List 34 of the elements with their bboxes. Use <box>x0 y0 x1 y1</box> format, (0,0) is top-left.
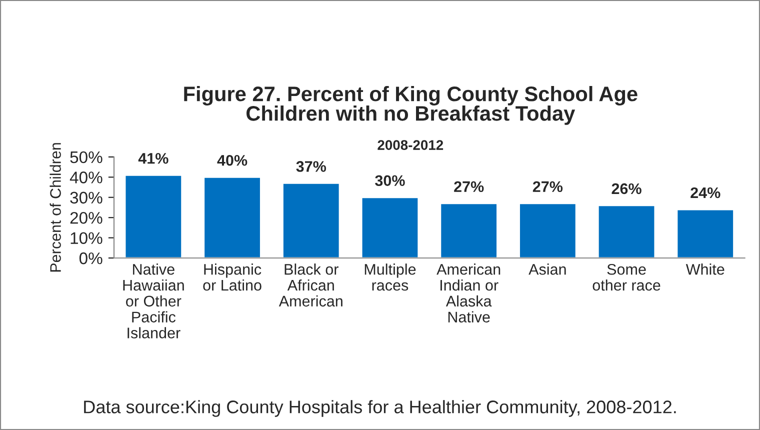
bar <box>518 202 577 258</box>
bar <box>124 174 183 258</box>
bar <box>676 208 734 258</box>
x-tick-label: White <box>686 264 724 275</box>
chart-subtitle: 2008-2012 <box>378 140 444 150</box>
chart-title: Figure 27. Percent of King County School Age Children with no Breakfast Today <box>184 86 638 125</box>
x-tick-label: American Indian or Alaska Native <box>436 264 500 322</box>
y-tick-label: 0% <box>79 252 102 264</box>
source-note: Data source:King County Hospitals for a Healthier Community, 2008-2012. <box>84 400 676 417</box>
x-tick-label: Multiple races <box>364 264 416 291</box>
bar <box>360 196 420 258</box>
x-tick-label: Native Hawaiian or Other Pacific Islander <box>123 264 184 338</box>
x-tick-label: Some other race <box>592 264 660 291</box>
y-tick-label: 50% <box>70 151 102 164</box>
data-label: 37% <box>296 161 326 172</box>
y-axis-title: Percent of Children <box>50 143 61 272</box>
data-label: 27% <box>532 181 563 192</box>
x-tick-label: Black or African American <box>278 264 342 307</box>
data-label: 26% <box>612 183 642 194</box>
data-label: 41% <box>138 153 168 164</box>
bar <box>203 176 262 258</box>
data-label: 40% <box>217 154 248 166</box>
y-tick-label: 10% <box>70 232 102 244</box>
data-label: 24% <box>690 187 720 198</box>
y-tick-label: 20% <box>70 212 102 224</box>
y-tick-label: 40% <box>70 172 102 184</box>
data-label: 30% <box>375 175 405 186</box>
x-tick-label: Asian <box>528 264 566 275</box>
bar <box>440 202 498 258</box>
x-tick-label: Hispanic or Latino <box>203 264 262 291</box>
bar <box>282 182 340 258</box>
bar <box>597 204 656 258</box>
data-label: 27% <box>454 181 484 192</box>
y-tick-label: 30% <box>70 192 102 204</box>
